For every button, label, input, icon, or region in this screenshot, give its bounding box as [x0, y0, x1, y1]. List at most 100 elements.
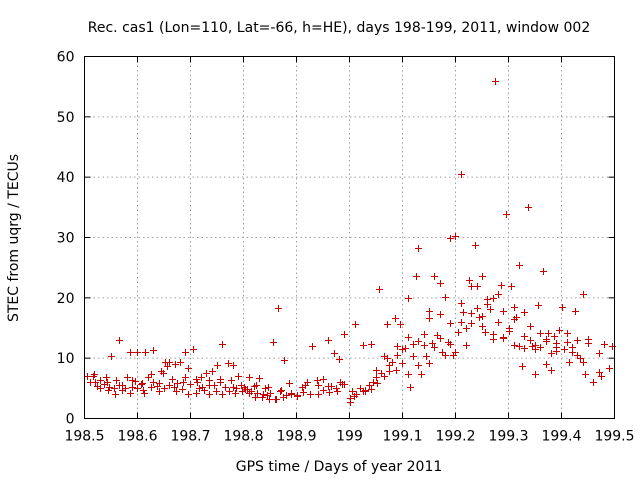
grid [84, 56, 615, 419]
data-point [431, 344, 438, 351]
data-point [326, 389, 333, 396]
data-point [232, 390, 239, 397]
data-point [511, 342, 518, 349]
data-point [447, 235, 454, 242]
data-point [270, 339, 277, 346]
data-point [337, 379, 344, 386]
data-point [551, 333, 558, 340]
data-point [148, 371, 155, 378]
data-point [129, 384, 136, 391]
data-point [87, 379, 94, 386]
data-point [347, 399, 354, 406]
data-point [156, 380, 163, 387]
data-point [254, 390, 261, 397]
data-point [129, 377, 136, 384]
data-point [393, 367, 400, 374]
data-point [106, 384, 113, 391]
data-point [199, 384, 206, 391]
data-point [108, 353, 115, 360]
data-point [572, 308, 579, 315]
data-point [548, 350, 555, 357]
x-tick-label: 198.9 [276, 429, 316, 445]
data-point [410, 341, 417, 348]
data-point [294, 393, 301, 400]
data-point [233, 385, 240, 392]
data-point [333, 385, 340, 392]
data-point [111, 385, 118, 392]
data-point [275, 305, 282, 312]
data-point [185, 391, 192, 398]
data-point [286, 380, 293, 387]
x-tick-label: 199.3 [488, 429, 528, 445]
data-point [156, 388, 163, 395]
data-point [405, 371, 412, 378]
data-point [273, 396, 280, 403]
data-point [564, 339, 571, 346]
data-point [103, 374, 110, 381]
axis-ticks [84, 56, 615, 419]
data-point [466, 277, 473, 284]
data-point [142, 349, 149, 356]
y-tick-label: 30 [57, 231, 75, 247]
data-point [169, 376, 176, 383]
data-point [437, 311, 444, 318]
data-point [164, 363, 171, 370]
data-point [219, 391, 226, 398]
data-point [484, 296, 491, 303]
x-tick-label: 199.1 [382, 429, 422, 445]
data-point [455, 329, 462, 336]
data-point [374, 380, 381, 387]
data-point [474, 305, 481, 312]
data-point [193, 376, 200, 383]
data-point [124, 374, 131, 381]
data-point [173, 388, 180, 395]
data-point [315, 382, 322, 389]
y-tick-label: 10 [57, 351, 75, 367]
data-point [267, 390, 274, 397]
data-point [452, 233, 459, 240]
data-point [442, 294, 449, 301]
data-point [119, 387, 126, 394]
data-point [606, 365, 613, 372]
data-point [585, 340, 592, 347]
data-point [127, 390, 134, 397]
data-point [262, 385, 269, 392]
data-point [394, 343, 401, 350]
data-point [222, 384, 229, 391]
data-point [256, 375, 263, 382]
y-tick-label: 20 [57, 291, 75, 307]
data-point [278, 387, 285, 394]
data-point [492, 78, 499, 85]
data-point [580, 291, 587, 298]
data-point [230, 362, 237, 369]
data-point [97, 377, 104, 384]
data-point [196, 385, 203, 392]
data-point [399, 360, 406, 367]
data-point [341, 331, 348, 338]
x-tick-label: 198.8 [223, 429, 263, 445]
data-point [182, 349, 189, 356]
data-point [564, 330, 571, 337]
data-point [349, 388, 356, 395]
data-point [235, 373, 242, 380]
x-tick-label: 198.5 [64, 429, 104, 445]
data-point [351, 393, 358, 400]
data-point [246, 390, 253, 397]
data-point [543, 361, 550, 368]
data-point [84, 373, 91, 380]
data-point [426, 315, 433, 322]
data-point [259, 394, 266, 401]
data-point [230, 384, 237, 391]
data-point [566, 359, 573, 366]
data-point [381, 373, 388, 380]
data-point [601, 341, 608, 348]
data-point [405, 334, 412, 341]
data-point [179, 386, 186, 393]
y-tick-labels: 0 10 20 30 40 50 60 [57, 50, 75, 428]
x-tick-label: 199.5 [594, 429, 634, 445]
data-point [214, 362, 221, 369]
data-points [84, 78, 616, 406]
data-point [410, 353, 417, 360]
data-point [277, 388, 284, 395]
data-point [421, 342, 428, 349]
